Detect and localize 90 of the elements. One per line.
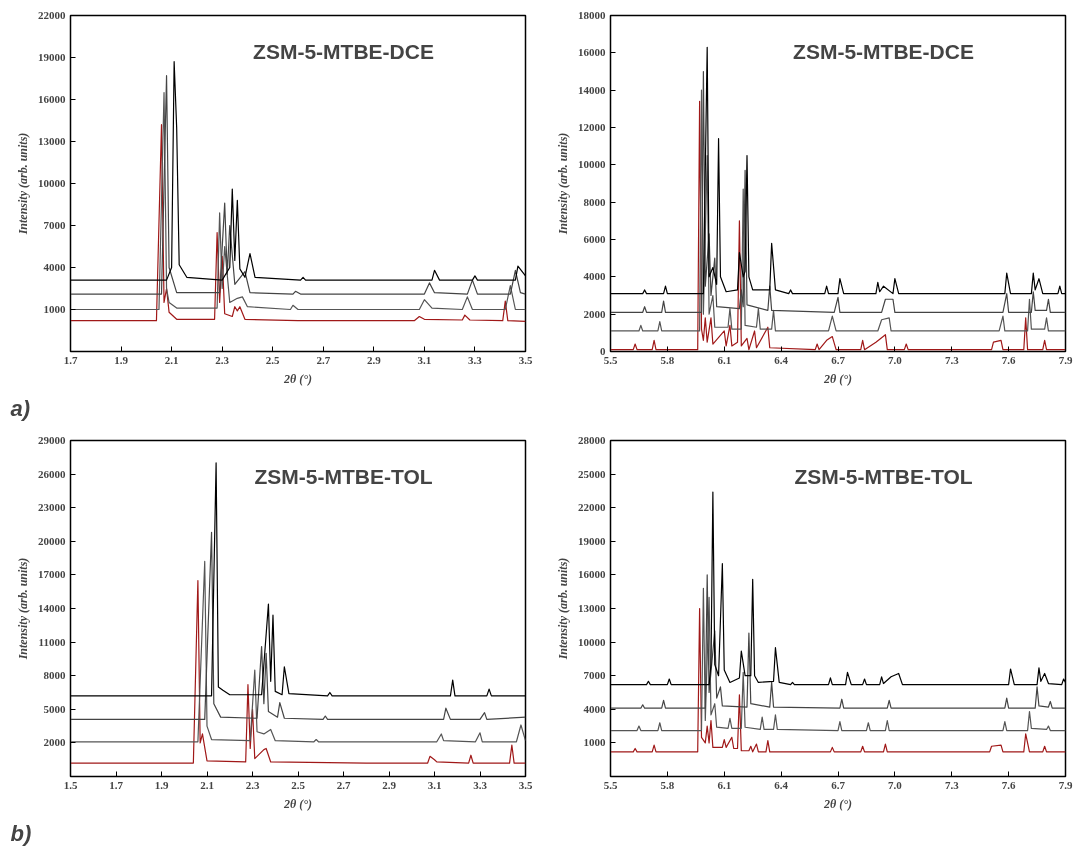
x-tick-label: 6.1 (717, 778, 732, 791)
text: ZSM-5-MTBE-TOL (254, 464, 433, 488)
y-tick-label: 4000 (583, 702, 606, 715)
y-tick-label: 4000 (43, 261, 66, 273)
y-tick-label: 4000 (583, 270, 606, 283)
y-tick-label: 1000 (583, 736, 606, 749)
x-tick-label: 6.1 (717, 353, 732, 366)
x-tick-label: 5.5 (603, 778, 618, 791)
x-tick-label: 7.6 (1001, 353, 1016, 366)
x-tick-label: 2.7 (316, 353, 331, 366)
y-tick-label: 20000 (38, 534, 66, 547)
y-tick-label: 5000 (43, 702, 66, 715)
y-tick-label: 10000 (578, 635, 606, 648)
x-tick-label: 1.5 (63, 778, 78, 791)
x-tick-label: 2.3 (215, 353, 230, 366)
y-tick-label: 8000 (43, 669, 66, 682)
x-tick-label: 3.5 (518, 778, 533, 791)
x-tick-label: 6.7 (831, 778, 846, 791)
y-tick-label: 16000 (38, 93, 66, 105)
y-tick-label: 12000 (578, 121, 606, 133)
x-tick-label: 5.8 (660, 353, 675, 366)
y-tick-label: 16000 (578, 46, 606, 59)
x-tick-label: 3.1 (417, 353, 432, 366)
y-axis-title: Intensity (arb. units) (16, 132, 30, 236)
x-tick-label: 1.7 (63, 353, 78, 366)
x-tick-label: 1.9 (154, 778, 169, 791)
x-tick-label: 2.9 (366, 353, 382, 366)
x-tick-label: 2.5 (291, 778, 306, 791)
x-tick-label: 2.1 (164, 353, 179, 366)
y-tick-label: 19000 (578, 534, 606, 547)
x-tick-label: 2.7 (336, 778, 351, 791)
y-tick-label: 0 (600, 345, 606, 357)
y-tick-label: 6000 (583, 233, 606, 245)
y-axis-title: Intensity (arb. units) (556, 132, 570, 236)
x-tick-label: 7.9 (1058, 353, 1073, 366)
y-tick-label: 11000 (38, 635, 66, 648)
x-tick-label: 2.9 (382, 778, 397, 791)
x-tick-label: 7.3 (944, 778, 960, 791)
y-tick-label: 2000 (583, 307, 606, 320)
x-tick-label: 1.9 (114, 353, 129, 366)
x-axis-title: 2θ (°) (282, 796, 313, 811)
y-tick-label: 17000 (38, 568, 66, 581)
x-tick-label: 3.3 (468, 353, 483, 366)
y-tick-label: 13000 (38, 135, 66, 147)
x-axis-title: 2θ (°) (282, 371, 313, 386)
y-tick-label: 10000 (38, 177, 66, 189)
y-tick-label: 26000 (38, 467, 66, 480)
text: b) (10, 820, 32, 846)
y-tick-label: 14000 (38, 602, 66, 614)
y-tick-label: 1000 (43, 303, 66, 315)
y-tick-label: 25000 (578, 467, 606, 480)
text: ZSM-5-MTBE-DCE (793, 39, 974, 63)
y-tick-label: 18000 (578, 9, 606, 21)
x-tick-label: 7.3 (944, 353, 960, 366)
x-axis-title: 2θ (°) (822, 796, 853, 811)
x-tick-label: 3.3 (473, 778, 488, 791)
y-tick-label: 13000 (578, 602, 606, 614)
y-tick-label: 16000 (578, 568, 606, 581)
text: ZSM-5-MTBE-TOL (794, 464, 973, 488)
x-tick-label: 6.4 (774, 353, 789, 366)
y-tick-label: 22000 (38, 9, 66, 21)
x-tick-label: 3.1 (427, 778, 442, 791)
x-tick-label: 2.5 (265, 353, 281, 366)
x-tick-label: 7.9 (1058, 778, 1073, 791)
y-axis-title: Intensity (arb. units) (556, 557, 570, 661)
y-tick-label: 2000 (43, 736, 66, 749)
y-tick-label: 10000 (578, 158, 606, 171)
y-tick-label: 14000 (578, 83, 606, 96)
x-tick-label: 6.7 (831, 353, 846, 366)
x-tick-label: 3.5 (518, 353, 533, 366)
x-axis-title: 2θ (°) (822, 371, 853, 386)
y-tick-label: 29000 (38, 434, 66, 446)
y-tick-label: 7000 (583, 669, 606, 682)
x-tick-label: 6.4 (774, 778, 789, 791)
x-tick-label: 1.7 (109, 778, 124, 791)
x-tick-label: 2.1 (200, 778, 214, 791)
text: ZSM-5-MTBE-DCE (253, 39, 434, 63)
y-tick-label: 28000 (578, 434, 606, 446)
y-tick-label: 19000 (38, 51, 66, 63)
y-tick-label: 23000 (38, 501, 66, 514)
x-tick-label: 7.6 (1001, 778, 1016, 791)
x-tick-label: 7.0 (888, 778, 903, 791)
y-tick-label: 7000 (43, 219, 66, 231)
text: a) (10, 395, 31, 421)
y-axis-title: Intensity (arb. units) (16, 557, 30, 661)
y-tick-label: 8000 (583, 195, 606, 208)
y-tick-label: 22000 (578, 501, 606, 514)
x-tick-label: 7.0 (888, 353, 903, 366)
x-tick-label: 2.3 (245, 778, 260, 791)
x-tick-label: 5.8 (660, 778, 675, 791)
